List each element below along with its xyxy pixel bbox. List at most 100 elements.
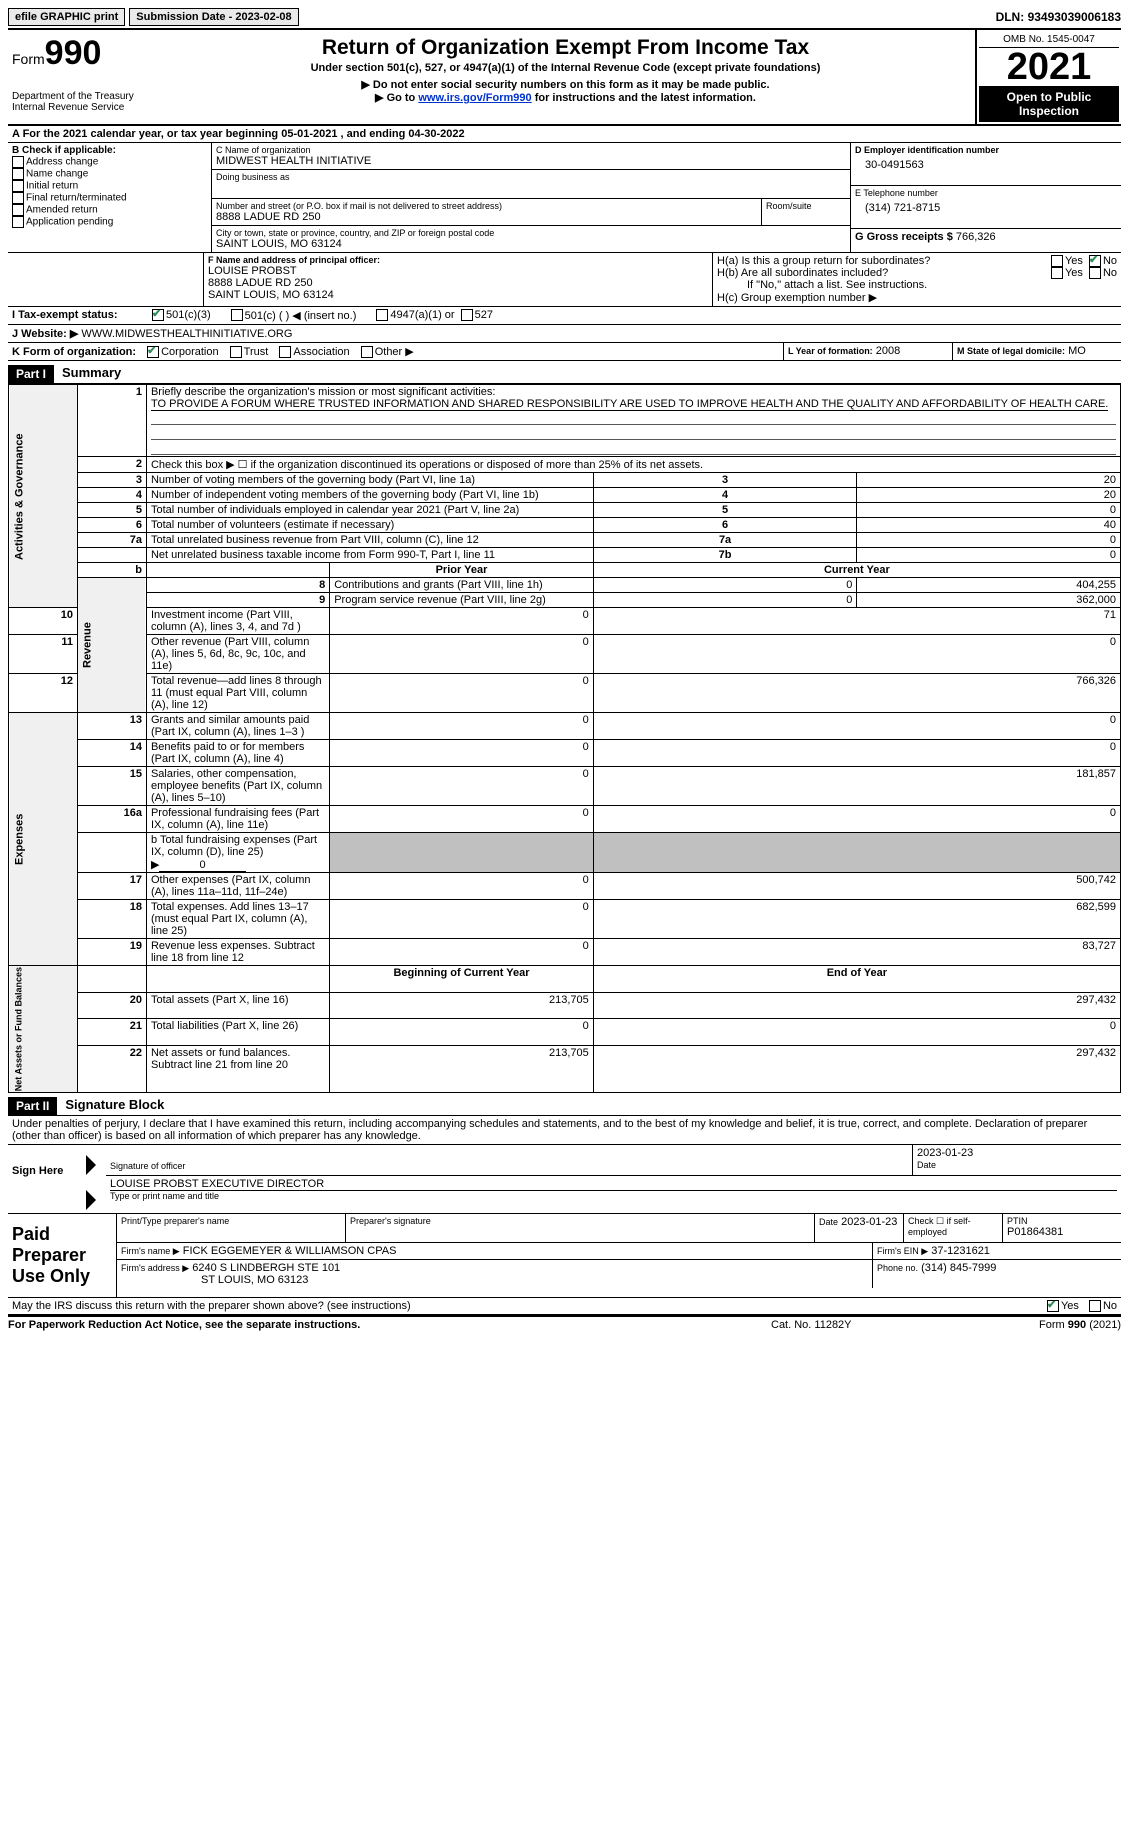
ha-yes[interactable] <box>1051 255 1063 267</box>
r12-p: 0 <box>330 674 594 713</box>
ptin-val: P01864381 <box>1007 1226 1117 1238</box>
rowI-label: I Tax-exempt status: <box>12 309 152 322</box>
hb-label: H(b) Are all subordinates included? <box>717 267 1051 279</box>
sign-arrow-icon <box>86 1155 96 1175</box>
e17-p: 0 <box>330 873 594 900</box>
hb-yes[interactable] <box>1051 267 1063 279</box>
check-trust[interactable] <box>230 346 242 358</box>
firm-addr-label: Firm's address ▶ <box>121 1263 189 1273</box>
opt-corp: Corporation <box>161 346 218 358</box>
ha-no[interactable] <box>1089 255 1101 267</box>
no-label: No <box>1103 1300 1117 1312</box>
check-corp[interactable] <box>147 346 159 358</box>
side-revenue: Revenue <box>77 578 146 713</box>
form-id-block: Form990 Department of the Treasury Inter… <box>8 30 156 124</box>
r11-l: Other revenue (Part VIII, column (A), li… <box>146 635 329 674</box>
check-501c[interactable] <box>231 309 243 321</box>
check-initial-return[interactable] <box>12 180 24 192</box>
opt-other: Other ▶ <box>375 346 414 358</box>
part2-title: Signature Block <box>57 1097 164 1112</box>
check-name-change[interactable] <box>12 168 24 180</box>
l1-label: Briefly describe the organization's miss… <box>151 386 495 398</box>
r12-l: Total revenue—add lines 8 through 11 (mu… <box>146 674 329 713</box>
discuss-no[interactable] <box>1089 1300 1101 1312</box>
l1-text: TO PROVIDE A FORUM WHERE TRUSTED INFORMA… <box>151 398 1108 411</box>
officer-addr2: SAINT LOUIS, MO 63124 <box>208 289 708 301</box>
check-527[interactable] <box>461 309 473 321</box>
phone-label: E Telephone number <box>855 188 1117 198</box>
summary-table: Activities & Governance 1 Briefly descri… <box>8 384 1121 1093</box>
discuss-yes[interactable] <box>1047 1300 1059 1312</box>
hb-no[interactable] <box>1089 267 1101 279</box>
part1-title: Summary <box>54 365 121 380</box>
firm-name-val: FICK EGGEMEYER & WILLIAMSON CPAS <box>183 1245 397 1257</box>
row6-num: 6 <box>77 518 146 533</box>
prep-sig-label: Preparer's signature <box>350 1216 810 1226</box>
hdr-begin: Beginning of Current Year <box>330 966 594 993</box>
rowM-label: M State of legal domicile: <box>957 346 1065 356</box>
org-name-label: C Name of organization <box>216 145 846 155</box>
sig-declaration: Under penalties of perjury, I declare th… <box>8 1116 1121 1145</box>
city-value: SAINT LOUIS, MO 63124 <box>216 238 846 250</box>
dln-label: DLN: <box>996 10 1028 24</box>
check-address-change[interactable] <box>12 156 24 168</box>
side-netassets: Net Assets or Fund Balances <box>9 966 78 1093</box>
check-4947[interactable] <box>376 309 388 321</box>
form-subtitle: Under section 501(c), 527, or 4947(a)(1)… <box>160 62 971 74</box>
cb-label-3: Final return/terminated <box>26 193 127 204</box>
cb-label-0: Address change <box>26 157 98 168</box>
rowM-value: MO <box>1068 345 1086 357</box>
r8-p: 0 <box>593 578 857 593</box>
r8-n: 8 <box>146 578 329 593</box>
efile-print-button[interactable]: efile GRAPHIC print <box>8 8 125 26</box>
row6-label: Total number of volunteers (estimate if … <box>146 518 593 533</box>
check-final-return[interactable] <box>12 192 24 204</box>
check-amended-return[interactable] <box>12 204 24 216</box>
e16a-p: 0 <box>330 806 594 833</box>
paid-prep-label: Paid Preparer Use Only <box>8 1214 116 1297</box>
ein-value: 30-0491563 <box>855 155 1117 171</box>
check-application-pending[interactable] <box>12 216 24 228</box>
check-other[interactable] <box>361 346 373 358</box>
r11-c: 0 <box>593 635 1120 674</box>
ptin-label: PTIN <box>1007 1216 1117 1226</box>
dln: DLN: 93493039006183 <box>996 10 1121 24</box>
irs-link[interactable]: www.irs.gov/Form990 <box>418 92 531 104</box>
addr-value: 8888 LADUE RD 250 <box>216 211 757 223</box>
dba-label: Doing business as <box>216 172 846 182</box>
hb-note: If "No," attach a list. See instructions… <box>717 279 1117 291</box>
opt-trust: Trust <box>244 346 269 358</box>
rowK-label: K Form of organization: <box>12 346 136 358</box>
side-expenses: Expenses <box>9 713 78 966</box>
r12-c: 766,326 <box>593 674 1120 713</box>
row5-label: Total number of individuals employed in … <box>146 503 593 518</box>
r11-n: 11 <box>9 635 78 674</box>
form-number: 990 <box>45 34 102 72</box>
row4-label: Number of independent voting members of … <box>146 488 593 503</box>
row5-val: 0 <box>857 503 1121 518</box>
footer-right: Form 990 (2021) <box>971 1319 1121 1331</box>
check-501c3[interactable] <box>152 309 164 321</box>
row4-num: 4 <box>77 488 146 503</box>
e14-l: Benefits paid to or for members (Part IX… <box>146 740 329 767</box>
firm-ein-label: Firm's EIN ▶ <box>877 1246 928 1256</box>
prep-phone-val: (314) 845-7999 <box>921 1262 996 1274</box>
gross-value: 766,326 <box>956 231 996 243</box>
period-begin: 05-01-2021 <box>281 128 337 140</box>
check-assoc[interactable] <box>279 346 291 358</box>
e14-n: 14 <box>77 740 146 767</box>
n21-p: 0 <box>330 1019 594 1046</box>
goto-pre: ▶ Go to <box>375 92 418 104</box>
cb-label-4: Amended return <box>26 205 98 216</box>
firm-name-label: Firm's name ▶ <box>121 1246 180 1256</box>
n22-c: 297,432 <box>593 1045 1120 1093</box>
n21-n: 21 <box>77 1019 146 1046</box>
e15-c: 181,857 <box>593 767 1120 806</box>
period-row: A For the 2021 calendar year, or tax yea… <box>8 126 1121 143</box>
row6-val: 40 <box>857 518 1121 533</box>
r12-n: 12 <box>9 674 78 713</box>
n21-c: 0 <box>593 1019 1120 1046</box>
e15-n: 15 <box>77 767 146 806</box>
r9-c: 362,000 <box>857 593 1121 608</box>
opt-501c3: 501(c)(3) <box>166 309 211 322</box>
